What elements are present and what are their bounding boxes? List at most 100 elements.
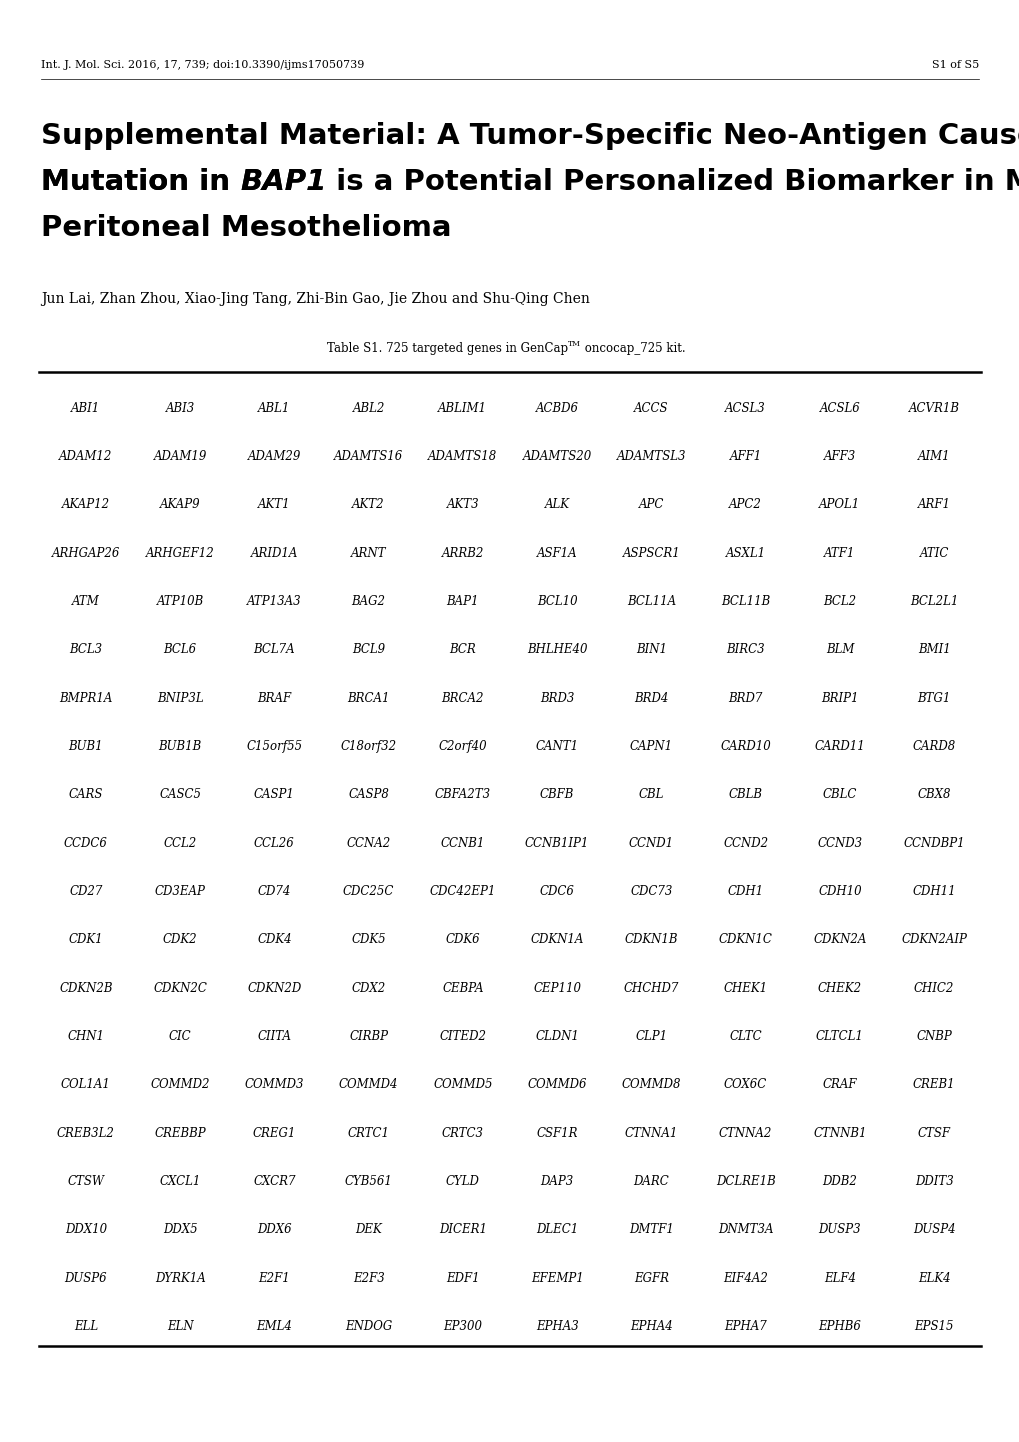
Text: EML4: EML4 [256,1319,292,1332]
Text: CDKN2C: CDKN2C [153,982,207,995]
Text: CDK5: CDK5 [351,933,385,946]
Text: CCNDBP1: CCNDBP1 [903,836,964,849]
Text: CBFB: CBFB [539,789,574,802]
Text: CDK4: CDK4 [257,933,291,946]
Text: CEBPA: CEBPA [441,982,483,995]
Text: Mutation in: Mutation in [41,169,239,196]
Text: EIF4A2: EIF4A2 [722,1272,767,1285]
Text: CTNNA1: CTNNA1 [624,1126,678,1139]
Text: ADAMTS20: ADAMTS20 [522,450,591,463]
Text: COMMD5: COMMD5 [433,1079,492,1092]
Text: DDX5: DDX5 [163,1223,198,1236]
Text: CTSF: CTSF [917,1126,950,1139]
Text: CHIC2: CHIC2 [913,982,954,995]
Text: APC2: APC2 [729,499,761,512]
Text: CREB3L2: CREB3L2 [57,1126,115,1139]
Text: CDH1: CDH1 [727,885,763,898]
Text: CD27: CD27 [69,885,103,898]
Text: AKT1: AKT1 [258,499,290,512]
Text: CBLB: CBLB [728,789,762,802]
Text: COMMD8: COMMD8 [621,1079,681,1092]
Text: EPHA3: EPHA3 [535,1319,578,1332]
Text: CRTC3: CRTC3 [441,1126,483,1139]
Text: CBFA2T3: CBFA2T3 [434,789,490,802]
Text: Supplemental Material: A Tumor-Specific Neo-Antigen Caused by a Frameshift: Supplemental Material: A Tumor-Specific … [41,123,1019,150]
Text: BRIP1: BRIP1 [820,692,858,705]
Text: DMTF1: DMTF1 [629,1223,674,1236]
Text: DEK: DEK [355,1223,382,1236]
Text: BCL6: BCL6 [163,643,197,656]
Text: CD3EAP: CD3EAP [155,885,206,898]
Text: CCNB1IP1: CCNB1IP1 [525,836,589,849]
Text: ACVR1B: ACVR1B [908,402,959,415]
Text: CREBBP: CREBBP [154,1126,206,1139]
Text: BUB1: BUB1 [68,740,103,753]
Text: CHN1: CHN1 [67,1030,104,1043]
Text: DUSP4: DUSP4 [912,1223,955,1236]
Text: AKT3: AKT3 [446,499,479,512]
Text: ATIC: ATIC [918,547,948,559]
Text: CXCL1: CXCL1 [159,1175,201,1188]
Text: ADAMTS18: ADAMTS18 [428,450,497,463]
Text: APOL1: APOL1 [818,499,860,512]
Text: BCL10: BCL10 [536,596,577,609]
Text: ABI1: ABI1 [71,402,101,415]
Text: CBX8: CBX8 [916,789,950,802]
Text: CIRBP: CIRBP [348,1030,388,1043]
Text: BAP1: BAP1 [239,169,326,196]
Text: BRD3: BRD3 [539,692,574,705]
Text: CDH11: CDH11 [911,885,955,898]
Text: ARHGAP26: ARHGAP26 [52,547,120,559]
Text: CRAF: CRAF [821,1079,856,1092]
Text: BCL2: BCL2 [822,596,856,609]
Text: BCL2L1: BCL2L1 [909,596,958,609]
Text: CXCR7: CXCR7 [253,1175,296,1188]
Text: CTNNB1: CTNNB1 [812,1126,866,1139]
Text: CD74: CD74 [258,885,290,898]
Text: ABL2: ABL2 [353,402,384,415]
Text: CITED2: CITED2 [439,1030,486,1043]
Text: CCND3: CCND3 [816,836,862,849]
Text: E2F3: E2F3 [353,1272,384,1285]
Text: CRTC1: CRTC1 [347,1126,389,1139]
Text: ELL: ELL [73,1319,98,1332]
Text: CREB1: CREB1 [912,1079,955,1092]
Text: ADAMTS16: ADAMTS16 [333,450,403,463]
Text: ASXL1: ASXL1 [725,547,765,559]
Text: S1 of S5: S1 of S5 [931,59,978,69]
Text: CDK6: CDK6 [445,933,480,946]
Text: COMMD2: COMMD2 [150,1079,210,1092]
Text: ALK: ALK [544,499,569,512]
Text: BRD7: BRD7 [728,692,762,705]
Text: CARD11: CARD11 [814,740,864,753]
Text: ATP10B: ATP10B [156,596,204,609]
Text: CLTC: CLTC [729,1030,761,1043]
Text: BHLHE40: BHLHE40 [527,643,587,656]
Text: BCL9: BCL9 [352,643,385,656]
Text: CDK2: CDK2 [163,933,198,946]
Text: ELN: ELN [167,1319,194,1332]
Text: EDF1: EDF1 [445,1272,479,1285]
Text: BIN1: BIN1 [635,643,666,656]
Text: BCL11A: BCL11A [627,596,676,609]
Text: CTNNA2: CTNNA2 [718,1126,771,1139]
Text: CARD8: CARD8 [912,740,955,753]
Text: CLP1: CLP1 [635,1030,666,1043]
Text: CDKN2D: CDKN2D [247,982,302,995]
Text: CLTCL1: CLTCL1 [815,1030,863,1043]
Text: CARD10: CARD10 [719,740,770,753]
Text: Peritoneal Mesothelioma: Peritoneal Mesothelioma [41,215,450,242]
Text: EPHA7: EPHA7 [723,1319,766,1332]
Text: COMMD3: COMMD3 [245,1079,304,1092]
Text: AKAP9: AKAP9 [160,499,201,512]
Text: DUSP6: DUSP6 [64,1272,107,1285]
Text: Mutation in: Mutation in [41,169,239,196]
Text: CDX2: CDX2 [352,982,385,995]
Text: C18orf32: C18orf32 [340,740,396,753]
Text: BRD4: BRD4 [634,692,667,705]
Text: ATF1: ATF1 [823,547,855,559]
Text: CCNB1: CCNB1 [440,836,485,849]
Text: CREG1: CREG1 [253,1126,296,1139]
Text: C2orf40: C2orf40 [438,740,487,753]
Text: ACCS: ACCS [634,402,668,415]
